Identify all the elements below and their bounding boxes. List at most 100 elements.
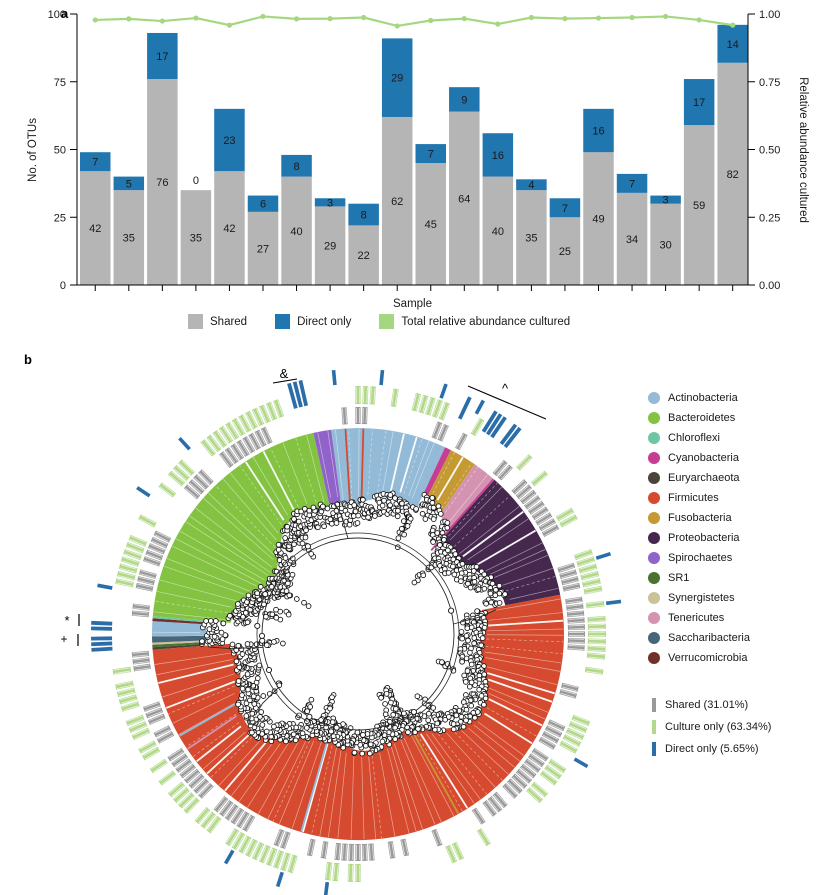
bar-direct <box>415 144 446 164</box>
bar-direct <box>583 108 614 153</box>
bar-shared <box>415 163 446 285</box>
bar-direct-value: 17 <box>693 97 705 109</box>
panel-a-legend: Shared Direct only Total relative abunda… <box>188 314 598 329</box>
bar-shared <box>314 206 346 285</box>
bar-direct-value: 9 <box>461 94 467 106</box>
abundance-point <box>730 22 736 28</box>
phylum-swatch <box>648 532 660 544</box>
direct-only-tick <box>490 416 507 439</box>
bar-direct-value: 0 <box>193 175 199 187</box>
bar-shared-value: 76 <box>156 177 168 189</box>
bar-direct <box>650 195 681 204</box>
phylum-wedge-verrucomicrobia <box>152 618 205 625</box>
bar-direct <box>113 176 145 191</box>
phylum-wedge-spirochaetes <box>313 429 341 504</box>
phylum-label: Bacteroidetes <box>668 412 736 424</box>
ytick-right: 0.75 <box>759 77 780 89</box>
annotation-amp: & <box>280 366 289 381</box>
bar-direct <box>482 133 514 177</box>
bar-shared <box>717 62 748 285</box>
sliver-actinobacteria <box>300 743 328 832</box>
bar-direct <box>281 154 312 177</box>
phylum-swatch <box>648 612 660 624</box>
phylum-wedge-proteobacteria <box>443 479 561 606</box>
phyla-legend: Actinobacteria Bacteroidetes Chloroflexi Cy… <box>648 388 750 668</box>
phyla-legend-item-proteobacteria: Proteobacteria <box>648 528 750 548</box>
bar-direct-value: 16 <box>492 150 504 162</box>
bar-direct-value: 4 <box>528 180 534 192</box>
panel-a-label: a <box>61 6 69 21</box>
xlabel: Sample <box>393 298 432 310</box>
abundance-point <box>663 13 669 20</box>
bar-direct <box>147 32 178 80</box>
total-abundance-swatch <box>379 314 395 329</box>
abundance-point <box>260 13 266 20</box>
bar-shared-value: 40 <box>492 226 504 238</box>
phylum-label: Euryarchaeota <box>668 472 740 484</box>
bar-shared <box>516 190 547 285</box>
phylum-swatch <box>648 492 660 504</box>
phyla-legend-item-tenericutes: Tenericutes <box>648 608 750 628</box>
bar-shared <box>180 190 212 285</box>
abundance-point <box>92 17 98 23</box>
ytick-left: 25 <box>54 212 66 224</box>
abundance-point <box>461 16 467 22</box>
bar-direct-value: 5 <box>126 178 132 190</box>
phylum-label: Proteobacteria <box>668 532 740 544</box>
direct-only-label: Direct only <box>297 315 352 328</box>
bar-shared-value: 30 <box>659 239 671 251</box>
phylum-wedge-saccharibacteria <box>152 635 206 643</box>
phylum-swatch <box>648 652 660 664</box>
bar-shared <box>449 111 480 285</box>
ring-legend-item-2: Direct only (5.65%) <box>652 738 771 760</box>
abundance-point <box>528 14 535 21</box>
bar-direct <box>449 87 480 112</box>
ring-label: Direct only (5.65%) <box>665 743 759 755</box>
bar-direct-value: 3 <box>327 197 333 209</box>
bar-direct <box>381 38 413 117</box>
bar-shared <box>616 192 648 285</box>
bar-direct-value: 3 <box>663 195 669 207</box>
bar-direct <box>516 179 547 191</box>
phylum-label: Cyanobacteria <box>668 452 739 464</box>
bar-shared-value: 59 <box>693 200 705 212</box>
bar-direct-value: 7 <box>92 157 98 169</box>
bar-shared-value: 42 <box>223 223 235 235</box>
ring-legend-item-1: Culture only (63.34%) <box>652 716 771 738</box>
bar-shared-value: 45 <box>425 219 437 231</box>
phyla-legend-item-spirochaetes: Spirochaetes <box>648 548 750 568</box>
bar-shared-value: 25 <box>559 246 571 258</box>
phylum-label: SR1 <box>668 572 690 584</box>
phylum-wedge-cyanobacteria <box>423 447 451 498</box>
bar-shared-value: 35 <box>525 233 537 245</box>
sliver-firmicutes <box>344 428 351 502</box>
bar-shared-value: 35 <box>190 233 202 245</box>
abundance-point <box>159 18 165 24</box>
bar-direct-value: 14 <box>727 39 739 51</box>
phyla-legend-item-euryarchaeota: Euryarchaeota <box>648 468 750 488</box>
bar-shared <box>214 171 245 285</box>
ring-legend-item-0: Shared (31.01%) <box>652 694 771 716</box>
bar-shared <box>549 217 581 285</box>
bar-shared-value: 62 <box>391 196 403 208</box>
phylum-label: Firmicutes <box>668 492 719 504</box>
abundance-point <box>629 14 635 21</box>
direct-only-tick <box>91 620 113 626</box>
annotation-star: * <box>64 613 69 628</box>
ytick-right: 0.25 <box>759 212 780 224</box>
bar-shared <box>247 211 279 285</box>
bar-direct <box>616 173 648 193</box>
bar-direct-value: 7 <box>562 203 568 215</box>
phylum-swatch <box>648 412 660 424</box>
ytick-right: 0.00 <box>759 280 780 292</box>
sliver-actinobacteria <box>179 703 236 737</box>
abundance-point <box>495 21 501 27</box>
abundance-point <box>696 17 702 23</box>
bar-shared-value: 64 <box>458 193 470 205</box>
ring-swatch <box>652 720 656 734</box>
phylum-swatch <box>648 452 660 464</box>
bar-shared-value: 40 <box>290 226 302 238</box>
direct-only-swatch <box>275 314 291 329</box>
ytick-right: 1.00 <box>759 9 780 21</box>
